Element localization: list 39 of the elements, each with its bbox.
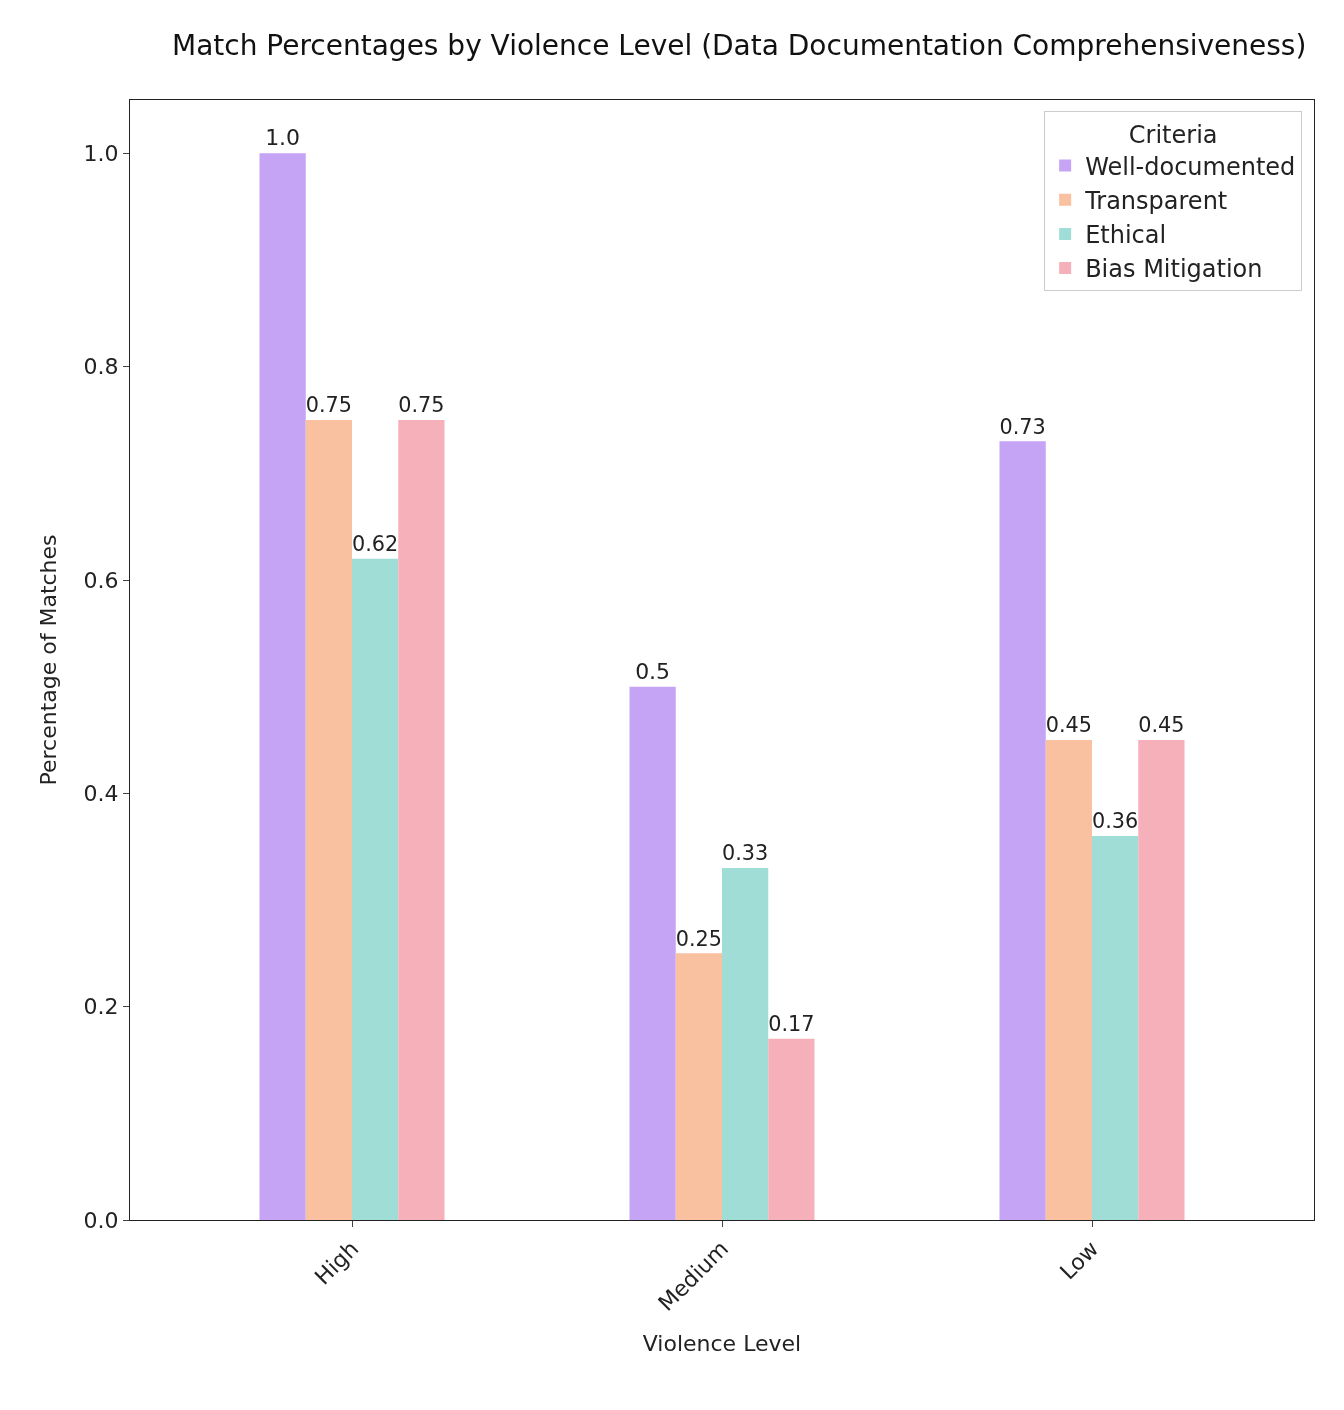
data-label: 0.5 xyxy=(635,658,671,684)
data-label: 0.17 xyxy=(768,1011,815,1036)
legend-label: Transparent xyxy=(1084,187,1228,216)
y-tick-label: 0.8 xyxy=(83,354,119,380)
bar xyxy=(629,686,676,1220)
bar xyxy=(352,558,399,1220)
data-label: 0.75 xyxy=(305,393,352,418)
data-label: 0.62 xyxy=(352,531,399,556)
y-tick-label: 0.6 xyxy=(83,567,119,593)
chart-title: Match Percentages by Violence Level (Data Documentation Comprehensiveness) xyxy=(172,28,1307,62)
data-label: 0.33 xyxy=(722,841,769,866)
y-tick-label: 0.4 xyxy=(83,781,119,807)
legend-label: Bias Mitigation xyxy=(1085,255,1263,284)
bar xyxy=(259,153,306,1220)
data-label: 0.73 xyxy=(999,414,1046,439)
bar xyxy=(768,1038,815,1220)
y-tick-label: 1.0 xyxy=(83,141,119,167)
data-label: 1.0 xyxy=(265,125,301,151)
x-axis-title: Violence Level xyxy=(642,1330,802,1356)
data-label: 0.45 xyxy=(1138,713,1185,738)
bar xyxy=(1092,836,1139,1220)
legend-label: Ethical xyxy=(1085,221,1167,250)
y-axis-title: Percentage of Matches xyxy=(36,534,62,786)
bar xyxy=(398,420,445,1220)
legend-title: Criteria xyxy=(1128,121,1218,150)
legend-label: Well-documented xyxy=(1085,152,1296,181)
data-label: 0.36 xyxy=(1092,809,1139,834)
bar xyxy=(305,420,352,1220)
bar xyxy=(1045,740,1092,1220)
bar xyxy=(999,441,1046,1220)
data-label: 0.45 xyxy=(1045,713,1092,738)
bar xyxy=(722,868,769,1220)
data-label: 0.75 xyxy=(398,393,445,418)
y-tick-label: 0.0 xyxy=(83,1207,119,1233)
bar xyxy=(675,953,722,1220)
data-label: 0.25 xyxy=(675,926,722,951)
bar xyxy=(1138,740,1185,1220)
x-tick-label: Low xyxy=(1055,1236,1104,1285)
y-tick-label: 0.2 xyxy=(83,994,119,1020)
